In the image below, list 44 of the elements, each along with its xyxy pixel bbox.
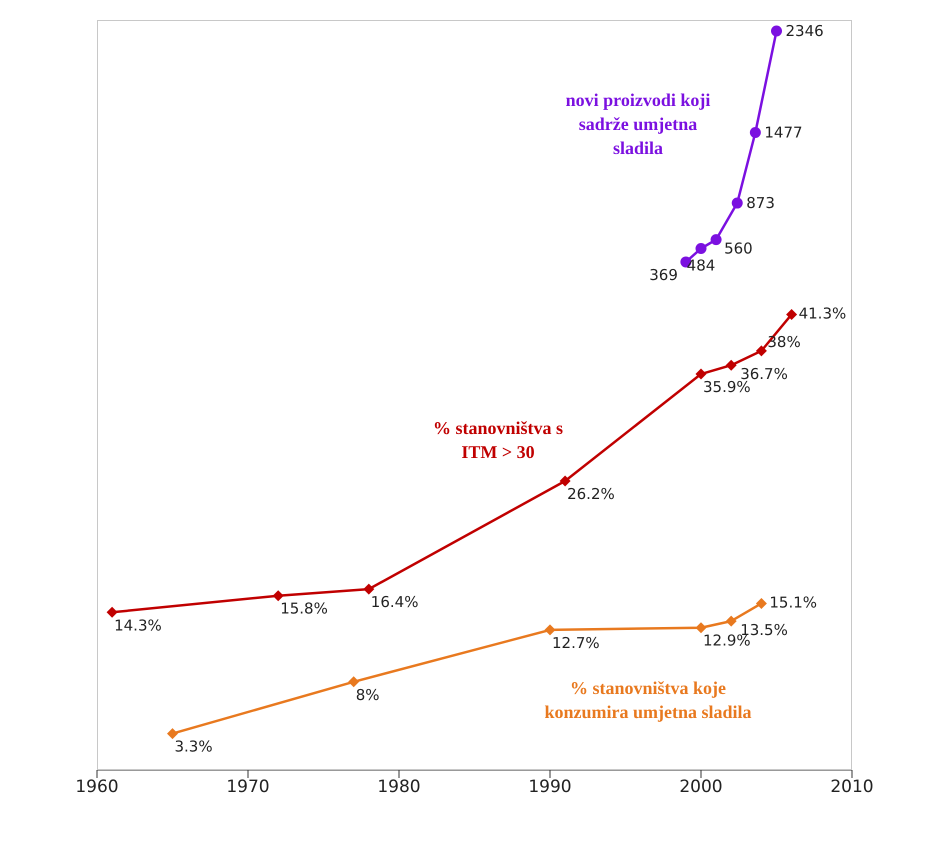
point [710,234,722,246]
data-label: 1477 [764,124,803,142]
x-tick-label: 1960 [75,777,119,798]
point [750,127,761,138]
data-label: 3.3% [174,738,213,756]
point [726,360,737,371]
point [786,308,798,320]
point [696,622,706,634]
data-label: 560 [724,240,753,258]
data-label: 26.2% [567,485,615,504]
point [348,676,360,688]
x-tick-label: 2000 [679,777,723,798]
data-label: 38% [767,332,801,351]
text: novi proizvodi koji sadrže umjetna sladila [564,89,712,160]
point [771,25,782,36]
data-label: 2346 [786,22,824,40]
data-label: 484 [686,256,716,275]
data-label: 41.3% [798,304,846,322]
x-tick-label: 1970 [226,777,270,798]
point [732,198,743,209]
point [756,345,767,356]
data-label: 16.4% [370,593,418,612]
point [560,476,571,487]
data-label: 15.1% [769,593,818,612]
text: % stanovništva koje konzumira umjetna sladila [543,677,753,724]
series-label: % stanovništva s ITM > 30 [432,417,564,464]
point [363,584,374,595]
point [167,728,178,740]
data-label: 369 [649,266,678,284]
x-tick-label: 1990 [528,777,572,798]
data-label: 15.8% [280,600,328,618]
point [696,368,706,380]
data-label: 12.7% [552,634,600,652]
x-tick-label: 2010 [830,777,874,798]
point [756,598,767,609]
data-label: 14.3% [114,616,162,634]
data-label: 873 [746,194,775,212]
point [544,624,556,636]
point [726,616,737,627]
point [106,606,118,618]
x-tick-label: 1980 [377,777,421,798]
point [696,243,706,254]
point [272,590,284,602]
data-label: 8% [356,686,380,704]
